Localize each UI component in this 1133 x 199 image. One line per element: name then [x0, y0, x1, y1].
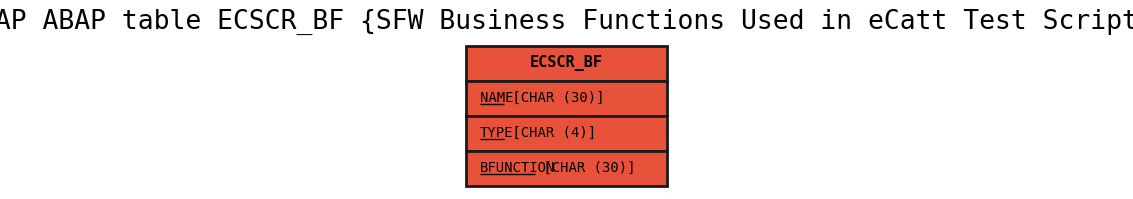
Text: [CHAR (30)]: [CHAR (30)]	[504, 91, 605, 105]
Text: TYPE: TYPE	[479, 126, 513, 140]
Text: NAME: NAME	[479, 91, 513, 105]
Bar	[467, 116, 666, 151]
Text: [CHAR (30)]: [CHAR (30)]	[535, 161, 636, 175]
Bar	[467, 81, 666, 116]
Text: [CHAR (4)]: [CHAR (4)]	[504, 126, 596, 140]
Bar	[467, 151, 666, 186]
Text: BFUNCTION: BFUNCTION	[479, 161, 555, 175]
Text: ECSCR_BF: ECSCR_BF	[530, 55, 603, 71]
Bar	[467, 46, 666, 81]
Text: SAP ABAP table ECSCR_BF {SFW Business Functions Used in eCatt Test Script}: SAP ABAP table ECSCR_BF {SFW Business Fu…	[0, 9, 1133, 35]
